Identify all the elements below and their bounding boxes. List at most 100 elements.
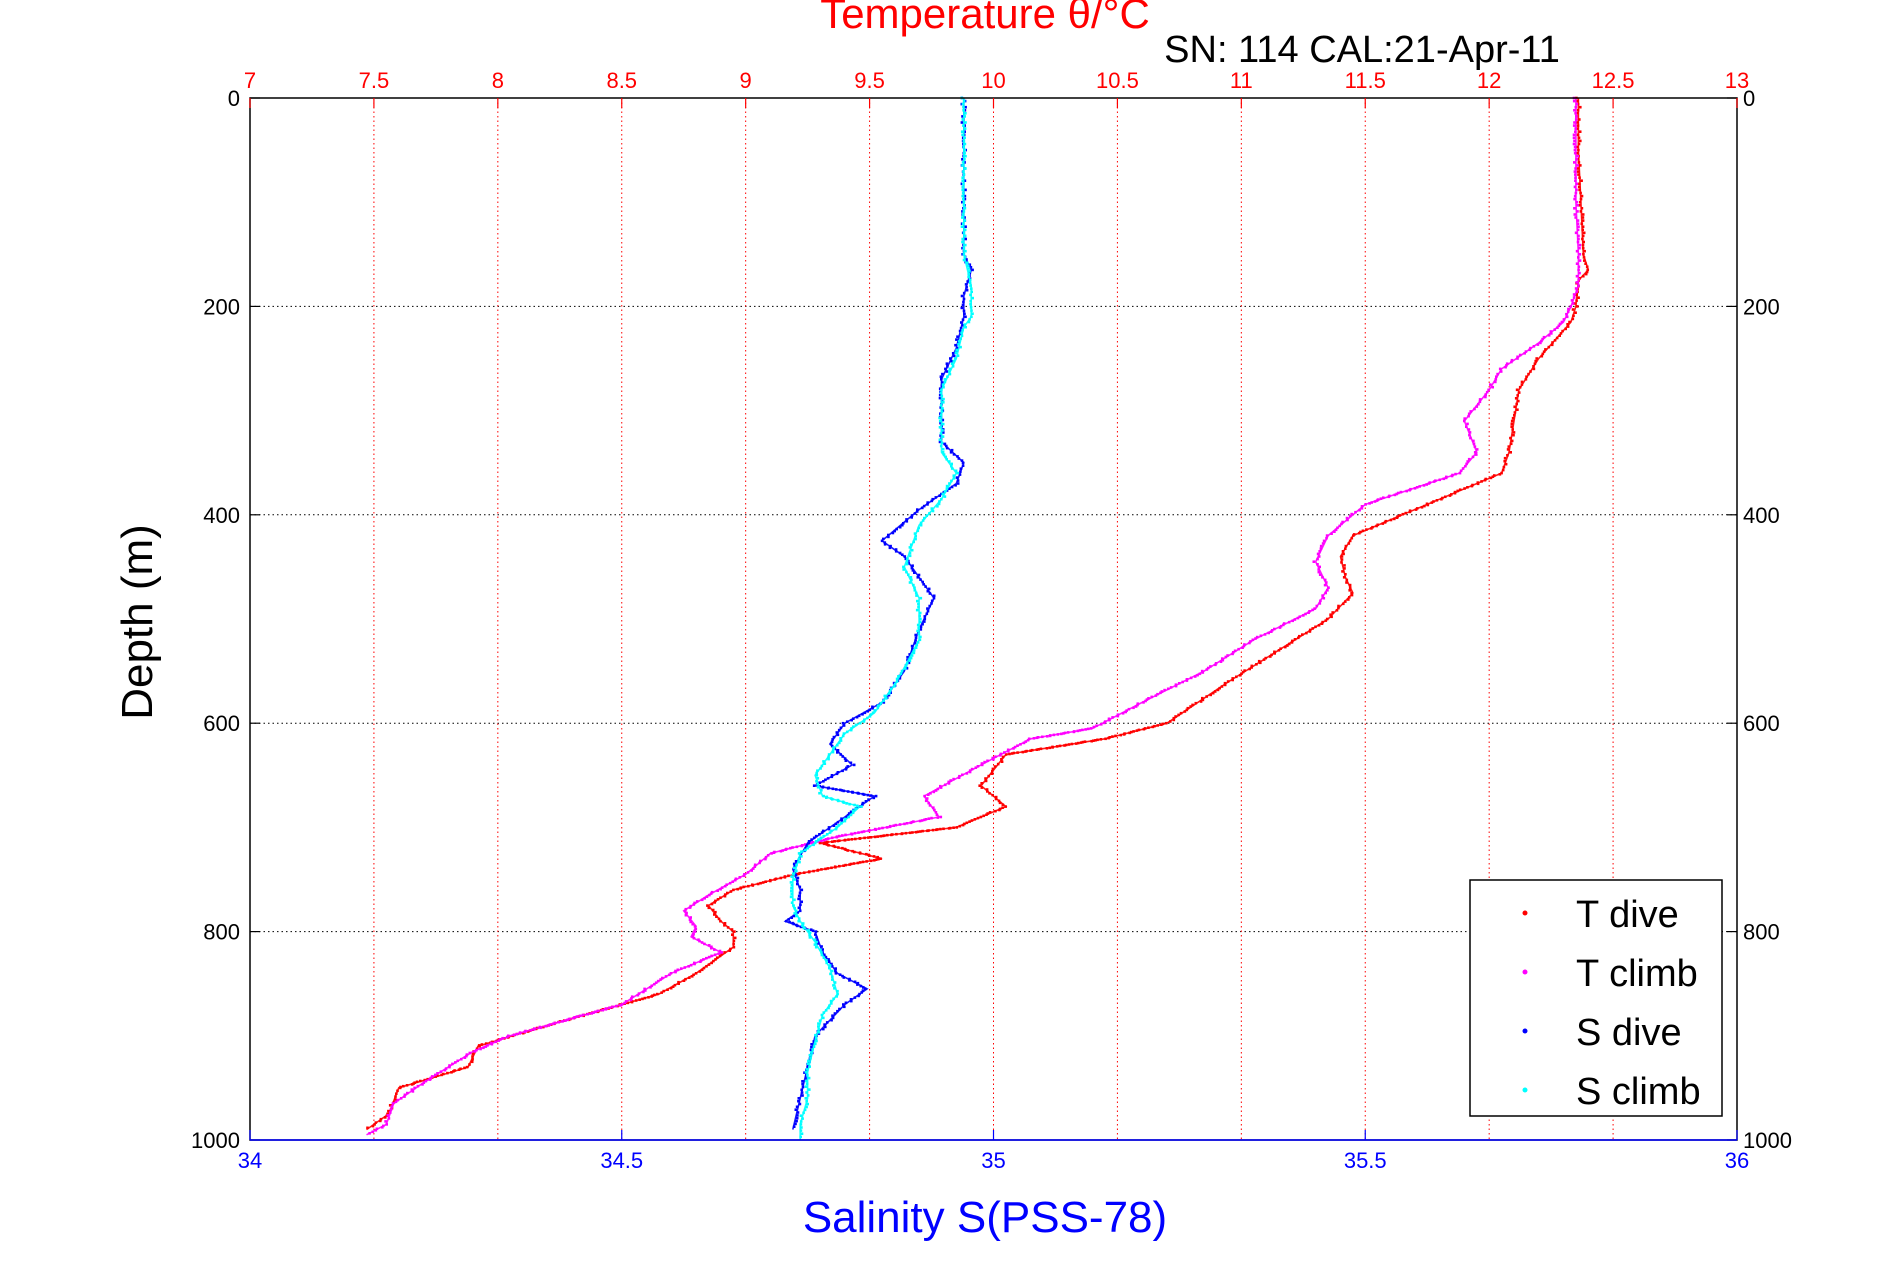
data-point [1574,191,1578,195]
data-point [1572,133,1576,137]
data-point [952,477,956,480]
data-point [693,901,696,905]
data-point [820,951,823,954]
data-point [956,455,959,458]
data-point [841,721,845,725]
data-point [915,594,918,597]
data-point [1576,222,1580,225]
data-point [788,920,791,924]
data-point [790,889,793,893]
data-point [759,881,762,885]
data-point [532,1028,536,1031]
data-point [851,791,854,794]
data-point [1169,686,1173,689]
data-point [854,807,857,810]
data-point [941,447,945,451]
data-point [444,1067,448,1070]
data-point [833,987,836,990]
data-point [808,1088,811,1091]
data-point [1337,606,1340,610]
data-point [371,1130,375,1134]
data-point [388,1104,392,1107]
data-point [952,474,956,477]
data-point [939,432,943,435]
data-point [1576,210,1579,213]
data-point [800,900,803,904]
data-point [1560,320,1564,324]
data-point [717,952,721,955]
data-point [962,300,965,304]
data-point [1581,225,1585,228]
data-point [1045,747,1049,750]
data-point [969,284,972,287]
data-point [710,946,713,950]
data-point [669,986,673,990]
legend-item-s-dive: S dive [1522,1012,1682,1054]
data-point [1235,675,1238,679]
data-point [916,629,919,633]
data-point [1489,476,1493,480]
data-point [910,578,913,582]
data-point [779,849,783,853]
data-point [747,884,750,888]
data-point [940,378,943,381]
data-point [820,868,823,871]
data-point [888,689,892,693]
data-point [1532,345,1536,348]
data-point [961,115,964,118]
x-top-tick-label: 8.5 [606,68,637,93]
data-point [998,801,1002,805]
data-point [837,728,841,732]
data-point [910,516,913,519]
data-point [918,611,922,615]
data-point [961,200,964,204]
data-point [1348,514,1352,518]
data-point [804,1097,808,1100]
data-point [846,849,849,852]
data-point [860,805,863,808]
data-point [947,780,950,784]
data-point [371,1124,375,1128]
data-point [962,145,966,149]
data-point [702,958,705,961]
data-point [1121,712,1125,715]
data-point [961,216,964,219]
data-point [1578,243,1582,247]
data-point [938,396,942,400]
data-point [668,973,671,977]
data-point [1302,614,1305,617]
data-point [1468,431,1472,434]
data-point [954,343,957,347]
data-point [887,535,890,539]
data-point [689,904,692,908]
data-point [1580,179,1583,182]
data-point [729,890,733,893]
data-point [905,570,908,574]
data-point [719,919,722,923]
data-point [804,846,808,850]
data-point [863,836,866,840]
data-point [914,639,917,642]
data-point [374,1121,378,1124]
data-point [1010,752,1014,755]
data-point [1379,497,1383,500]
data-point [1577,237,1580,241]
data-point [962,297,966,301]
data-point [1108,718,1111,722]
data-point [389,1108,393,1111]
data-point [1478,398,1482,401]
data-point [848,863,851,866]
data-point [908,554,912,558]
data-point [669,972,673,975]
data-point [940,394,944,398]
data-point [463,1066,466,1070]
data-point [1571,302,1575,305]
data-layer [366,96,1590,1140]
data-point [1440,497,1443,501]
data-point [913,512,917,515]
data-point [830,775,834,779]
data-point [1342,552,1345,556]
data-point [1174,715,1177,718]
data-point [1062,732,1065,735]
data-point [1125,709,1128,712]
